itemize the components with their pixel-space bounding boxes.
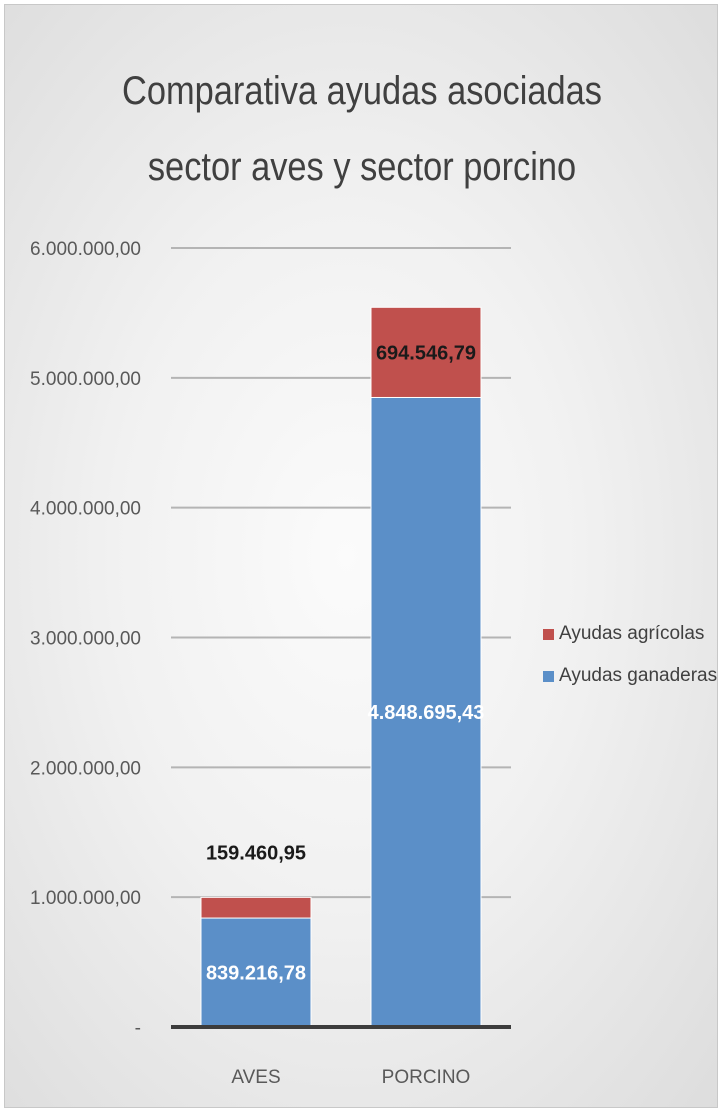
data-label-ayudas-ganaderas-aves: 839.216,78	[206, 963, 306, 985]
y-tick-label: 3.000.000,00	[30, 629, 141, 650]
bar-ayudas-agricolas-aves	[200, 896, 312, 919]
legend: Ayudas agrícolas Ayudas ganaderas	[543, 621, 717, 705]
y-tick-label: 4.000.000,00	[30, 499, 141, 520]
legend-item-ayudas-agricolas: Ayudas agrícolas	[543, 621, 717, 647]
bar-ayudas-ganaderas-aves	[200, 917, 312, 1028]
chart-title-line-2: sector aves y sector porcino	[147, 145, 577, 189]
legend-item-ayudas-ganaderas: Ayudas ganaderas	[543, 663, 717, 689]
legend-swatch-ayudas-agricolas	[543, 628, 554, 640]
plot-area: - 1.000.000,00 2.000.000,00 3.000.000,00 4.0…	[30, 239, 511, 1088]
y-tick-label: 6.000.000,00	[30, 239, 141, 260]
bar-ayudas-agricolas-porcino	[370, 306, 482, 398]
y-tick-label: 1.000.000,00	[30, 888, 141, 909]
chart-title-line-1: Comparativa ayudas asociadas	[122, 69, 602, 113]
legend-swatch-ayudas-ganaderas	[543, 670, 554, 682]
x-axis-ticks: AVES PORCINO	[231, 1067, 470, 1088]
y-tick-label: 2.000.000,00	[30, 758, 141, 779]
legend-label-ayudas-ganaderas: Ayudas ganaderas	[559, 665, 718, 686]
data-labels: 839.216,78 159.460,95 4.848.695,43 694.546,…	[206, 342, 484, 984]
legend-label-ayudas-agricolas: Ayudas agrícolas	[559, 623, 705, 644]
bars	[200, 306, 482, 1028]
data-label-ayudas-ganaderas-porcino: 4.848.695,43	[368, 702, 485, 724]
x-tick-label-porcino: PORCINO	[382, 1067, 471, 1088]
y-tick-label: 5.000.000,00	[30, 369, 141, 390]
y-axis-ticks: - 1.000.000,00 2.000.000,00 3.000.000,00 4.0…	[30, 239, 141, 1039]
data-label-ayudas-agricolas-porcino: 694.546,79	[376, 342, 476, 364]
x-tick-label-aves: AVES	[231, 1067, 280, 1088]
chart-area: Comparativa ayudas asociadas sector aves…	[4, 4, 718, 1108]
chart-title: Comparativa ayudas asociadas sector aves…	[55, 53, 669, 205]
bar-ayudas-ganaderas-porcino	[370, 396, 482, 1028]
data-label-ayudas-agricolas-aves: 159.460,95	[206, 842, 306, 864]
y-tick-label: -	[135, 1018, 141, 1039]
